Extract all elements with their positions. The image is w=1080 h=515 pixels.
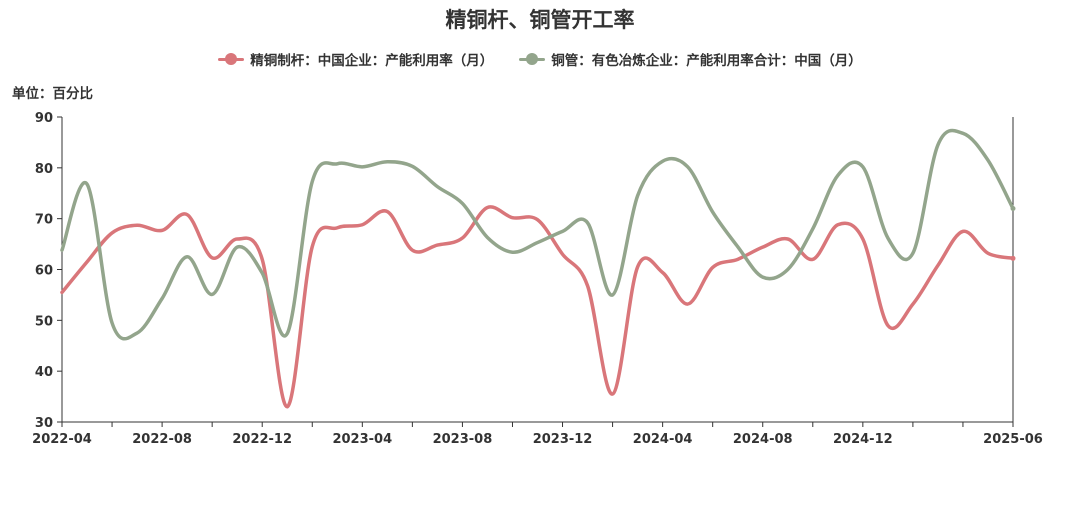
y-tick-label: 40 [35, 365, 53, 380]
x-tick-label: 2024-08 [733, 432, 793, 447]
legend-swatch-series-2 [519, 52, 546, 66]
series-end-point-2 [1010, 206, 1016, 211]
x-tick-label: 2024-04 [633, 432, 693, 447]
legend-label-series-1: 精铜制杆：中国企业：产能利用率（月） [250, 53, 494, 69]
y-tick-label: 80 [35, 162, 53, 177]
y-tick-label: 50 [35, 314, 53, 329]
x-tick-label: 2023-04 [332, 432, 392, 447]
chart-title: 精铜杆、铜管开工率 [445, 8, 635, 32]
x-tick-label: 2023-12 [533, 432, 593, 447]
y-axis-unit-label: 单位：百分比 [12, 86, 93, 102]
y-tick-label: 90 [35, 111, 53, 126]
x-tick-label: 2022-12 [232, 432, 292, 447]
x-tick-label: 2022-08 [132, 432, 192, 447]
y-tick-label: 30 [35, 416, 53, 431]
y-tick-label: 70 [35, 213, 53, 228]
legend-swatch-series-1 [218, 52, 245, 66]
x-tick-label: 2025-06 [983, 432, 1043, 447]
series-line-2 [60, 128, 1015, 341]
y-tick-label: 60 [35, 264, 53, 279]
series-line-1 [60, 205, 1015, 409]
series-end-point-1 [1010, 255, 1016, 261]
legend-item-series-2[interactable]: 铜管：有色冶炼企业：产能利用率合计：中国（月） [519, 49, 862, 69]
legend-label-series-2: 铜管：有色冶炼企业：产能利用率合计：中国（月） [551, 53, 862, 69]
x-tick-label: 2024-12 [833, 432, 893, 447]
chart-legend: 精铜制杆：中国企业：产能利用率（月） 铜管：有色冶炼企业：产能利用率合计：中国（… [0, 49, 1080, 69]
x-tick-label: 2023-08 [433, 432, 493, 447]
x-tick-label: 2022-04 [32, 432, 92, 447]
legend-item-series-1[interactable]: 精铜制杆：中国企业：产能利用率（月） [218, 49, 493, 69]
